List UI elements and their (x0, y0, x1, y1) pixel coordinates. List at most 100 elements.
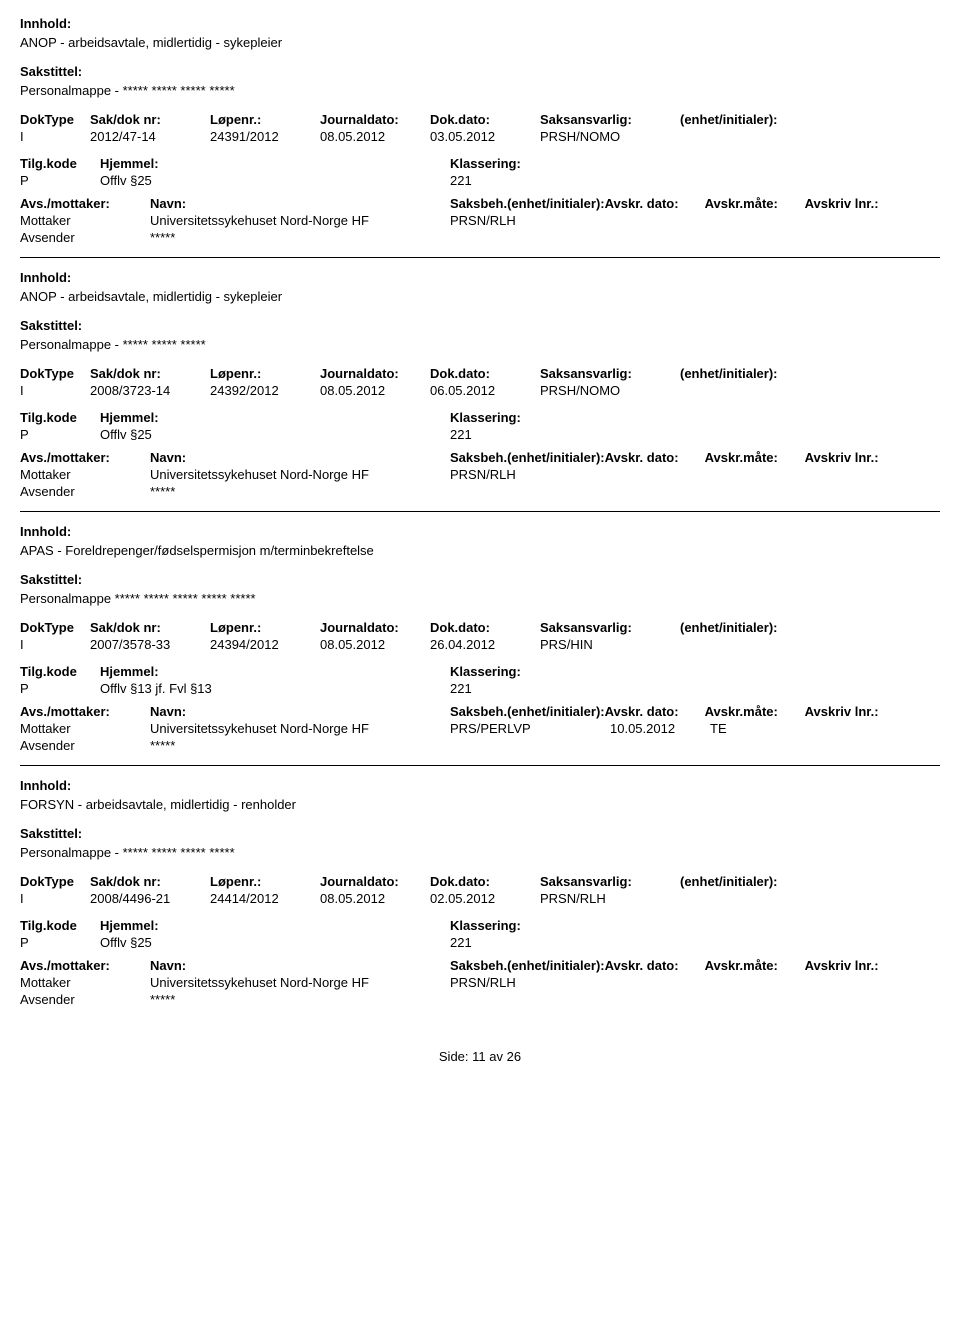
avskrdato-value (610, 213, 710, 228)
avskrlnr-header: Avskriv lnr.: (805, 196, 905, 211)
navn-header: Navn: (150, 958, 450, 973)
sakstittel-value: Personalmappe - ***** ***** ***** ***** (20, 83, 940, 98)
total-pages: 26 (507, 1049, 521, 1064)
avsender-navn: ***** (150, 484, 450, 499)
sakstittel-label: Sakstittel: (20, 572, 940, 587)
doktype-header: DokType (20, 620, 90, 635)
lopenr-value: 24392/2012 (210, 383, 320, 398)
saksbeh-value: PRSN/RLH (450, 213, 610, 228)
journaldato-value: 08.05.2012 (320, 383, 430, 398)
avsender-label: Avsender (20, 230, 150, 245)
sakstittel-label: Sakstittel: (20, 64, 940, 79)
innhold-label: Innhold: (20, 524, 940, 539)
avskrmate-value (710, 213, 810, 228)
avskrdato-value (610, 467, 710, 482)
record: Innhold: ANOP - arbeidsavtale, midlertid… (20, 270, 940, 512)
record: Innhold: ANOP - arbeidsavtale, midlertid… (20, 16, 940, 258)
page-footer: Side: 11 av 26 (20, 1049, 940, 1064)
klassering-header: Klassering: (450, 410, 650, 425)
avskrdato-header: Avskr. dato: (605, 704, 705, 719)
innhold-label: Innhold: (20, 16, 940, 31)
innhold-label: Innhold: (20, 778, 940, 793)
mottaker-label: Mottaker (20, 721, 150, 736)
enhet-header: (enhet/initialer): (680, 874, 830, 889)
lopenr-value: 24394/2012 (210, 637, 320, 652)
avskrmate-value: TE (710, 721, 810, 736)
navn-header: Navn: (150, 196, 450, 211)
avsender-label: Avsender (20, 484, 150, 499)
enhet-header: (enhet/initialer): (680, 620, 830, 635)
enhet-header: (enhet/initialer): (680, 112, 830, 127)
saksansvarlig-value: PRS/HIN (540, 637, 680, 652)
hjemmel-header: Hjemmel: (100, 156, 450, 171)
avskrdato-header: Avskr. dato: (605, 196, 705, 211)
tilgkode-header: Tilg.kode (20, 918, 100, 933)
sakdoknr-header: Sak/dok nr: (90, 112, 210, 127)
avskrlnr-header: Avskriv lnr.: (805, 450, 905, 465)
dokdato-header: Dok.dato: (430, 366, 540, 381)
tilgkode-value: P (20, 681, 100, 696)
saksansvarlig-value: PRSH/NOMO (540, 129, 680, 144)
hjemmel-value: Offlv §25 (100, 173, 450, 188)
innhold-value: FORSYN - arbeidsavtale, midlertidig - re… (20, 797, 940, 812)
doktype-header: DokType (20, 366, 90, 381)
tilgkode-header: Tilg.kode (20, 410, 100, 425)
innhold-label: Innhold: (20, 270, 940, 285)
enhet-value (680, 891, 830, 906)
avsmottaker-header: Avs./mottaker: (20, 450, 150, 465)
sakstittel-value: Personalmappe - ***** ***** ***** ***** (20, 845, 940, 860)
sakdoknr-header: Sak/dok nr: (90, 874, 210, 889)
doktype-value: I (20, 383, 90, 398)
tilgkode-header: Tilg.kode (20, 156, 100, 171)
avskrmate-value (710, 975, 810, 990)
avsender-label: Avsender (20, 992, 150, 1007)
journaldato-value: 08.05.2012 (320, 637, 430, 652)
sakdoknr-value: 2012/47-14 (90, 129, 210, 144)
saksansvarlig-header: Saksansvarlig: (540, 874, 680, 889)
klassering-value: 221 (450, 427, 650, 442)
record: Innhold: FORSYN - arbeidsavtale, midlert… (20, 778, 940, 1019)
navn-header: Navn: (150, 450, 450, 465)
avskrmate-header: Avskr.måte: (705, 450, 805, 465)
avskrlnr-header: Avskriv lnr.: (805, 958, 905, 973)
innhold-value: ANOP - arbeidsavtale, midlertidig - syke… (20, 35, 940, 50)
journaldato-header: Journaldato: (320, 112, 430, 127)
lopenr-value: 24391/2012 (210, 129, 320, 144)
doktype-value: I (20, 129, 90, 144)
innhold-value: APAS - Foreldrepenger/fødselspermisjon m… (20, 543, 940, 558)
journaldato-header: Journaldato: (320, 874, 430, 889)
mottaker-navn: Universitetssykehuset Nord-Norge HF (150, 467, 450, 482)
avsender-navn: ***** (150, 738, 450, 753)
sakstittel-value: Personalmappe - ***** ***** ***** (20, 337, 940, 352)
saksbeh-header: Saksbeh.(enhet/initialer): (450, 450, 605, 465)
avskrlnr-value (810, 975, 910, 990)
lopenr-value: 24414/2012 (210, 891, 320, 906)
avskrlnr-value (810, 721, 910, 736)
sakdoknr-value: 2008/3723-14 (90, 383, 210, 398)
avskrlnr-header: Avskriv lnr.: (805, 704, 905, 719)
tilgkode-value: P (20, 427, 100, 442)
dokdato-header: Dok.dato: (430, 112, 540, 127)
av-label: av (489, 1049, 503, 1064)
saksansvarlig-header: Saksansvarlig: (540, 366, 680, 381)
journaldato-value: 08.05.2012 (320, 891, 430, 906)
avskrmate-value (710, 467, 810, 482)
saksbeh-value: PRSN/RLH (450, 975, 610, 990)
dokdato-value: 06.05.2012 (430, 383, 540, 398)
tilgkode-value: P (20, 173, 100, 188)
dokdato-value: 26.04.2012 (430, 637, 540, 652)
sakstittel-value: Personalmappe ***** ***** ***** ***** **… (20, 591, 940, 606)
hjemmel-value: Offlv §13 jf. Fvl §13 (100, 681, 450, 696)
journaldato-header: Journaldato: (320, 366, 430, 381)
avsender-navn: ***** (150, 230, 450, 245)
avskrdato-value (610, 975, 710, 990)
sakstittel-label: Sakstittel: (20, 826, 940, 841)
saksansvarlig-value: PRSH/NOMO (540, 383, 680, 398)
hjemmel-header: Hjemmel: (100, 410, 450, 425)
enhet-value (680, 129, 830, 144)
avsmottaker-header: Avs./mottaker: (20, 196, 150, 211)
lopenr-header: Løpenr.: (210, 620, 320, 635)
sakdoknr-value: 2007/3578-33 (90, 637, 210, 652)
saksansvarlig-value: PRSN/RLH (540, 891, 680, 906)
klassering-value: 221 (450, 681, 650, 696)
